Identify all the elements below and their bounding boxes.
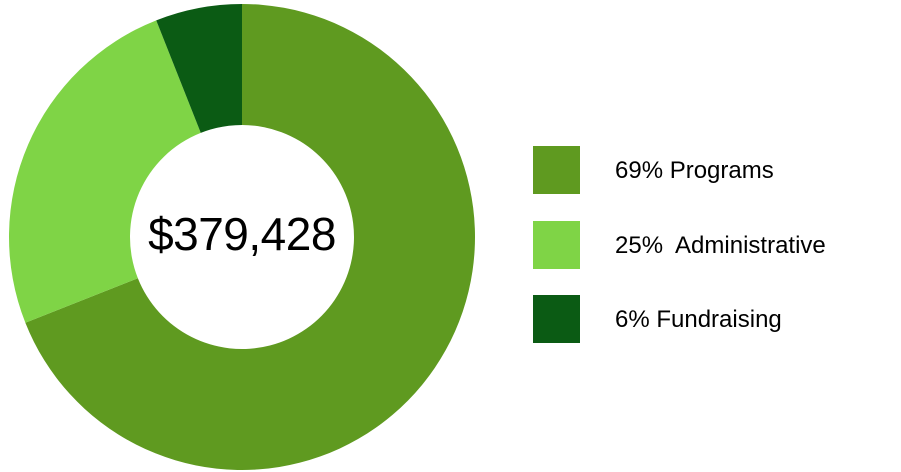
legend-item-programs: 69% Programs bbox=[533, 146, 901, 194]
slice-programs bbox=[25, 4, 476, 470]
total-amount-label: $379,428 bbox=[148, 208, 336, 260]
legend-item-fundraising: 6% Fundraising bbox=[533, 295, 901, 343]
slice-fundraising bbox=[156, 3, 242, 133]
legend-swatch-administrative bbox=[533, 221, 580, 269]
slice-administrative bbox=[8, 20, 201, 323]
legend-item-administrative: 25% Administrative bbox=[533, 221, 901, 269]
legend-swatch-programs bbox=[533, 146, 580, 194]
legend-label-administrative: 25% Administrative bbox=[615, 232, 826, 259]
legend-swatch-fundraising bbox=[533, 295, 580, 343]
legend-label-fundraising: 6% Fundraising bbox=[615, 306, 782, 333]
donut-slices bbox=[8, 3, 476, 470]
legend-label-programs: 69% Programs bbox=[615, 157, 774, 184]
